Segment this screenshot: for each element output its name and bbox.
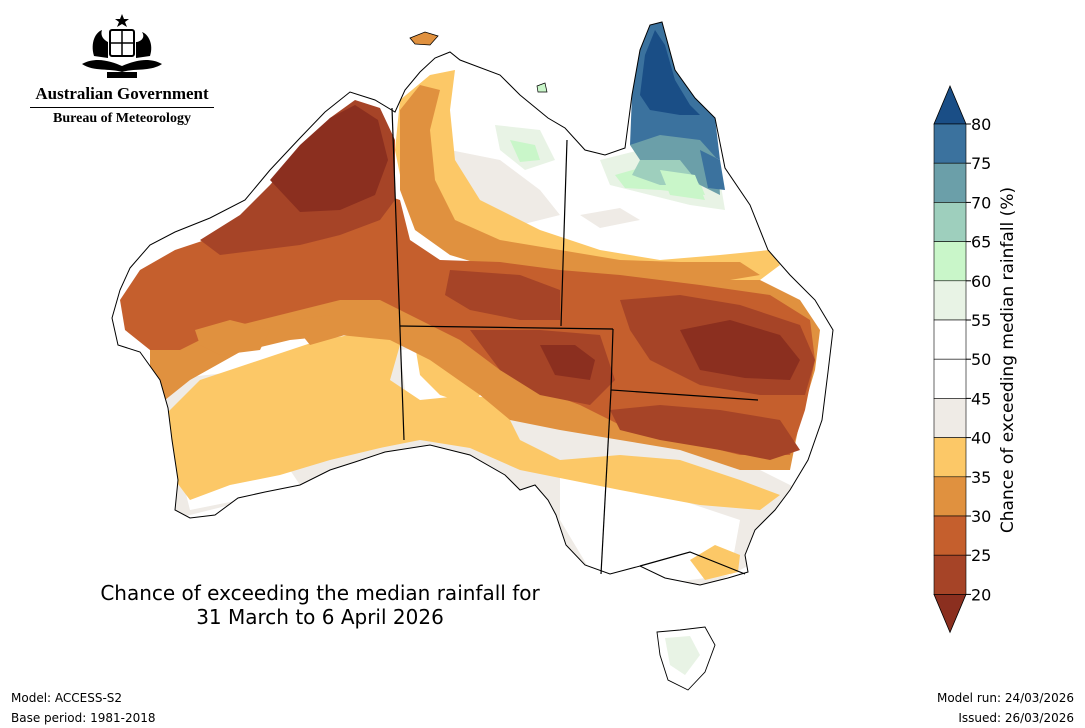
model-name: Model: ACCESS-S2 (11, 691, 123, 705)
colorbar-tick-label: 50 (971, 350, 991, 369)
issued-date: Issued: 26/03/2026 (958, 711, 1074, 725)
footer-right: Model run: 24/03/2026 Issued: 26/03/2026 (937, 688, 1074, 728)
colorbar-bin-50-55 (933, 319, 967, 360)
coat-of-arms-icon (82, 14, 162, 78)
colorbar-tick-label: 55 (971, 311, 991, 330)
colorbar-tick-label: 65 (971, 233, 991, 252)
colorbar-bin-70-75 (933, 162, 967, 203)
agency-name: Bureau of Meteorology (53, 111, 191, 126)
colorbar-tick-label: 70 (971, 193, 991, 212)
colorbar-tick-label: 80 (971, 115, 991, 134)
colorbar-tick-label: 40 (971, 429, 991, 448)
colorbar-bin-below-20 (933, 594, 967, 634)
colorbar-bin-80-plus (933, 84, 967, 125)
colorbar-tick-label: 75 (971, 154, 991, 173)
colorbar-tick-label: 45 (971, 389, 991, 408)
colorbar-bin-35-40 (933, 437, 967, 478)
colorbar-tick-label: 60 (971, 272, 991, 291)
footer-left: Model: ACCESS-S2 Base period: 1981-2018 (11, 688, 156, 728)
colorbar-bin-30-35 (933, 476, 967, 517)
colorbar-bin-45-50 (933, 358, 967, 399)
government-logo: Australian Government Bureau of Meteorol… (26, 12, 218, 127)
logo-divider (30, 107, 214, 108)
colorbar-bin-55-60 (933, 280, 967, 321)
colorbar-tick-label: 25 (971, 546, 991, 565)
map-title-line1: Chance of exceeding the median rainfall … (100, 581, 540, 605)
colorbar-bin-60-65 (933, 241, 967, 282)
map-title: Chance of exceeding the median rainfall … (70, 581, 570, 629)
colorbar-tick-label: 20 (971, 585, 991, 604)
colorbar-tick-label: 35 (971, 468, 991, 487)
map-title-line2: 31 March to 6 April 2026 (196, 605, 444, 629)
model-run-date: Model run: 24/03/2026 (936, 691, 1074, 705)
colorbar-bin-25-30 (933, 515, 967, 556)
base-period: Base period: 1981-2018 (11, 711, 156, 725)
colorbar-tick-label: 30 (971, 507, 991, 526)
government-name: Australian Government (35, 84, 209, 103)
colorbar-bin-20-25 (933, 554, 967, 595)
colorbar-bin-65-70 (933, 202, 967, 242)
colorbar-bin-40-45 (933, 398, 967, 438)
colorbar: 80 75 70 65 60 55 50 45 40 35 30 25 20 (933, 84, 991, 634)
colorbar-bin-75-80 (933, 123, 967, 164)
colorbar-label: Chance of exceeding median rainfall (%) (998, 186, 1018, 534)
